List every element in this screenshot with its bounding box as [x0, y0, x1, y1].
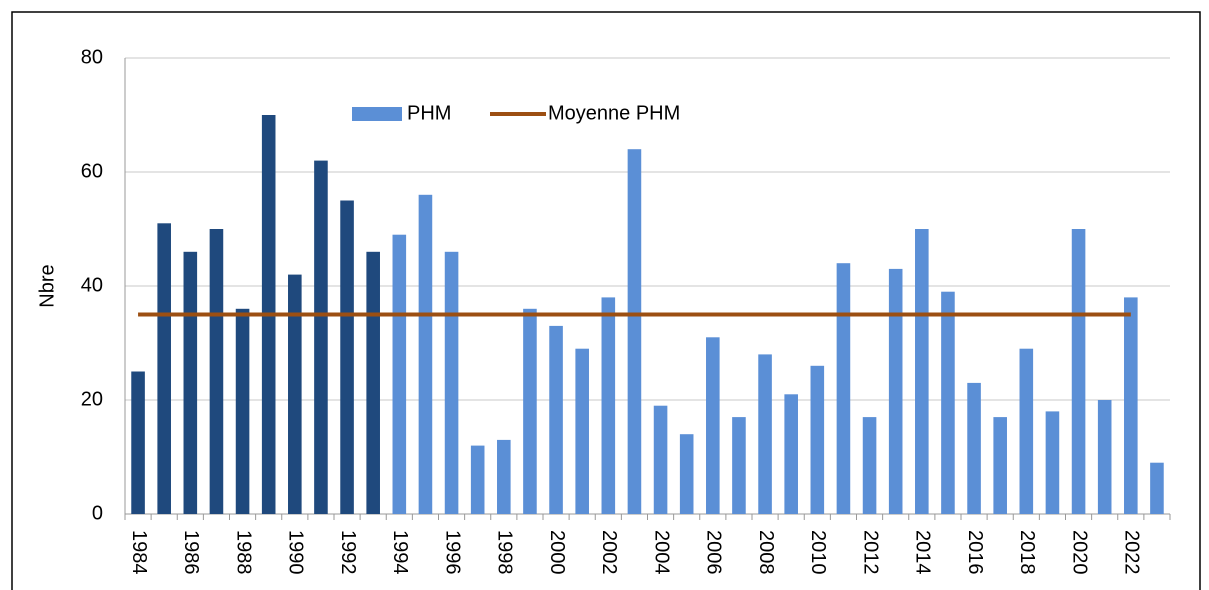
- bar: [862, 417, 877, 514]
- bar: [340, 200, 354, 514]
- bar: [810, 365, 825, 514]
- x-tick-label: 1988: [232, 530, 254, 575]
- x-tick-label: 2000: [546, 530, 568, 575]
- bar: [549, 325, 563, 514]
- x-tick-label: 2012: [859, 530, 881, 575]
- bar: [314, 160, 328, 514]
- x-tick-label: 1984: [128, 530, 150, 575]
- x-tick-label: 1992: [337, 530, 359, 575]
- bar: [392, 234, 407, 514]
- bar: [1071, 229, 1086, 514]
- bar: [679, 434, 694, 514]
- bar: [706, 337, 720, 514]
- bar: [183, 251, 198, 515]
- x-tick-label: 2002: [598, 530, 620, 575]
- y-tick-label: 60: [81, 160, 103, 182]
- y-axis-label: Nbre: [36, 264, 58, 307]
- bar: [157, 223, 171, 515]
- bar: [575, 348, 589, 514]
- bar: [131, 371, 145, 514]
- bar: [1097, 400, 1112, 514]
- bar: [444, 251, 459, 515]
- bar: [497, 439, 511, 514]
- bar: [915, 229, 929, 514]
- bar: [941, 291, 955, 514]
- x-tick-label: 2004: [650, 530, 672, 575]
- bar: [784, 394, 798, 514]
- bar: [888, 268, 903, 514]
- bar: [366, 251, 380, 515]
- y-tick-label: 80: [81, 46, 103, 68]
- bar: [523, 308, 537, 514]
- bar: [418, 194, 433, 515]
- bar: [470, 445, 485, 514]
- bar: [967, 382, 981, 514]
- bar: [235, 308, 250, 514]
- bar: [732, 417, 746, 514]
- bar: [1124, 297, 1138, 514]
- x-tick-label: 1994: [389, 530, 411, 575]
- bar: [209, 229, 224, 514]
- bar: [601, 297, 616, 514]
- bar: [627, 149, 642, 514]
- x-tick-label: 2006: [703, 530, 725, 575]
- bar: [1150, 462, 1164, 514]
- bar: [1045, 411, 1060, 514]
- x-tick-label: 2008: [755, 530, 777, 575]
- y-tick-label: 20: [81, 388, 103, 410]
- x-tick-label: 2016: [964, 530, 986, 575]
- bar: [288, 274, 302, 514]
- x-tick-label: 1998: [494, 530, 516, 575]
- y-tick-label: 40: [81, 274, 103, 296]
- x-tick-label: 1990: [285, 530, 307, 575]
- x-tick-label: 2020: [1068, 530, 1090, 575]
- x-tick-label: 2014: [912, 530, 934, 575]
- bar: [836, 263, 851, 514]
- x-tick-label: 1996: [441, 530, 463, 575]
- legend-label: Moyenne PHM: [548, 102, 680, 124]
- x-tick-label: 2010: [807, 530, 829, 575]
- x-tick-label: 2018: [1016, 530, 1038, 575]
- x-tick-label: 2022: [1121, 530, 1143, 575]
- legend-label: PHM: [407, 102, 451, 124]
- y-tick-label: 0: [92, 502, 103, 524]
- legend-swatch: [352, 107, 402, 121]
- bar: [993, 417, 1007, 514]
- bar: [653, 405, 668, 514]
- bar: [758, 354, 772, 514]
- x-tick-label: 1986: [180, 530, 202, 575]
- bar: [1019, 348, 1034, 514]
